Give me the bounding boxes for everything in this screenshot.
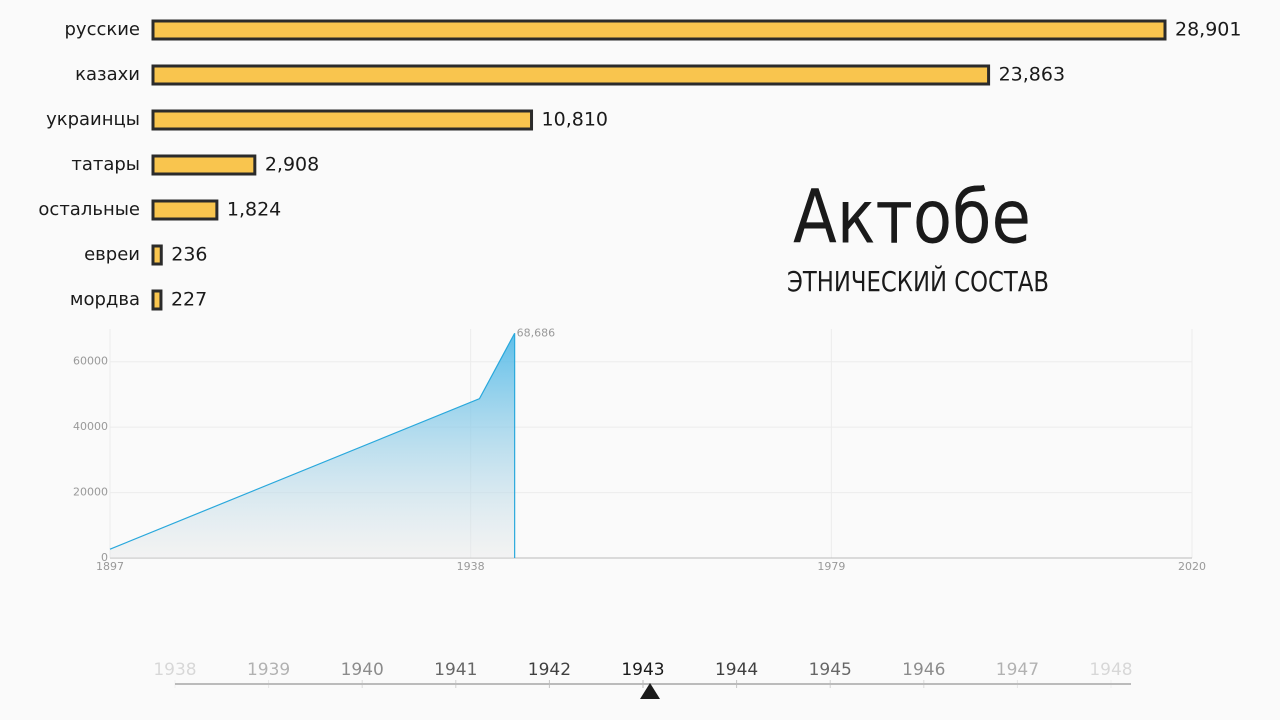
timeline-year[interactable]: 1938 xyxy=(153,660,196,680)
chart-title: Актобе xyxy=(793,175,1031,261)
timeline-year[interactable]: 1940 xyxy=(341,660,384,680)
y-tick-label: 20000 xyxy=(73,486,108,499)
timeline-marker xyxy=(640,683,660,699)
x-tick-label: 2020 xyxy=(1178,560,1206,573)
category-label: русские xyxy=(64,19,140,40)
data-label: 68,686 xyxy=(517,326,556,339)
category-label: татары xyxy=(71,154,140,175)
value-label: 10,810 xyxy=(542,109,608,131)
timeline-year[interactable]: 1942 xyxy=(528,660,571,680)
timeline-year[interactable]: 1941 xyxy=(434,660,477,680)
timeline-year[interactable]: 1943 xyxy=(621,660,664,680)
bar xyxy=(151,244,163,266)
line xyxy=(109,333,516,558)
bar xyxy=(151,109,534,131)
x-tick-label: 1979 xyxy=(817,560,845,573)
chart-subtitle: ЭТНИЧЕСКИЙ СОСТАВ xyxy=(787,264,1049,298)
bar xyxy=(151,154,257,176)
bar xyxy=(151,199,219,221)
area xyxy=(110,333,515,558)
category-label: украинцы xyxy=(46,109,140,130)
timeline-year[interactable]: 1939 xyxy=(247,660,290,680)
bar xyxy=(151,19,1167,41)
timeline-year[interactable]: 1944 xyxy=(715,660,758,680)
bar xyxy=(151,64,991,86)
category-label: остальные xyxy=(38,199,140,220)
value-label: 1,824 xyxy=(227,199,281,221)
value-label: 236 xyxy=(171,244,207,266)
y-tick-label: 0 xyxy=(101,551,108,564)
category-label: мордва xyxy=(70,289,140,310)
x-tick-label: 1938 xyxy=(457,560,485,573)
timeline-year[interactable]: 1946 xyxy=(902,660,945,680)
timeline-year[interactable]: 1948 xyxy=(1089,660,1132,680)
value-label: 227 xyxy=(171,289,207,311)
value-label: 23,863 xyxy=(999,64,1065,86)
y-tick-label: 40000 xyxy=(73,420,108,433)
value-label: 2,908 xyxy=(265,154,319,176)
y-tick-label: 60000 xyxy=(73,355,108,368)
value-label: 28,901 xyxy=(1175,19,1241,41)
timeline-year[interactable]: 1945 xyxy=(809,660,852,680)
category-label: евреи xyxy=(84,244,140,265)
bar xyxy=(151,289,163,311)
category-label: казахи xyxy=(75,64,140,85)
timeline-year[interactable]: 1947 xyxy=(996,660,1039,680)
x-tick-label: 1897 xyxy=(96,560,124,573)
